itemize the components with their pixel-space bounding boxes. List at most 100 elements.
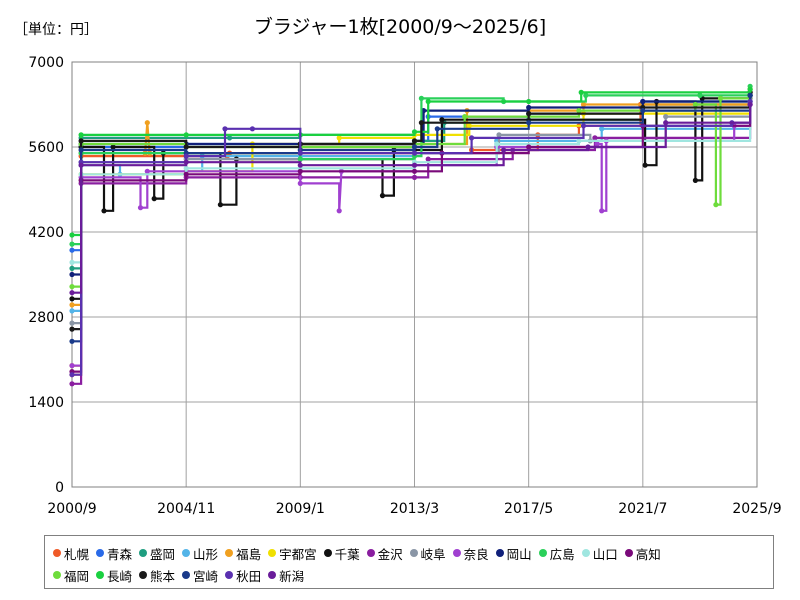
data-point [69,326,75,332]
data-point [69,338,75,344]
x-tick-label: 2009/1 [276,501,325,517]
data-point [466,123,472,129]
data-point [526,111,532,117]
legend-marker [268,571,277,579]
y-tick-label: 0 [55,480,64,496]
legend-label: 岡山 [506,546,532,562]
legend-item: 熊本 [139,566,175,585]
legend-item: 福島 [225,544,261,563]
data-point [411,144,418,150]
legend-item: 青森 [96,544,132,563]
legend-item: 盛岡 [139,544,175,563]
data-point [222,126,228,132]
legend-label: 山口 [592,546,618,562]
data-point [496,132,502,138]
data-point [411,150,418,156]
legend-item: 岡山 [495,544,532,563]
data-point [585,144,591,150]
data-point [297,150,303,156]
y-tick-label: 2800 [28,310,64,326]
data-point [69,271,75,278]
legend-label: 札幌 [64,546,90,562]
legend-label: 福島 [236,546,262,562]
legend-label: 福岡 [64,568,90,584]
data-point [501,147,507,153]
chart-title: ブラジャー1枚[2000/9〜2025/6] [253,16,547,38]
data-point [69,302,75,308]
data-point [599,126,605,132]
data-point [526,144,532,150]
data-point [439,117,445,123]
data-point [137,205,144,211]
legend-marker [182,571,191,579]
data-point [336,135,342,141]
legend-label: 千葉 [334,546,360,562]
data-point [592,135,598,141]
data-point [692,177,699,183]
data-point [692,101,699,108]
data-point [69,241,75,247]
data-point [663,114,669,120]
data-point [747,86,753,92]
x-tick-label: 2004/11 [157,501,215,517]
data-point [144,168,150,174]
legend-marker [268,549,277,557]
data-point [144,120,150,126]
data-point [110,144,116,150]
data-point [580,123,587,129]
data-point [411,162,418,168]
legend-item: 山口 [581,544,618,563]
data-point [434,126,440,132]
series-line [72,86,752,246]
legend-marker [225,549,234,557]
data-point [183,132,189,138]
legend-label: 青森 [107,546,133,562]
legend-marker [96,549,105,557]
x-tick-label: 2021/7 [618,501,667,517]
data-point [747,101,753,108]
legend-marker [139,549,148,557]
legend-marker [96,571,105,579]
legend-label: 金沢 [377,546,403,562]
data-point [526,104,532,111]
data-point [411,138,418,144]
data-point [69,259,75,265]
data-point [217,202,223,208]
data-point [69,363,75,369]
data-point [69,320,75,326]
legend-label: 山形 [193,546,219,562]
data-point [336,208,342,214]
data-point [411,174,418,180]
data-point [418,120,424,126]
data-point [69,290,75,296]
data-point [425,156,431,162]
legend-label: 秋田 [236,568,262,584]
data-point [69,247,75,253]
data-point [594,141,600,147]
legend-item: 宮崎 [182,566,218,585]
data-point [297,168,303,174]
data-point [418,95,424,101]
legend-marker [495,549,504,557]
y-tick-label: 5600 [28,140,64,156]
data-point [583,92,589,98]
legend-item: 山形 [182,544,218,563]
data-point [183,165,189,171]
y-tick-label: 7000 [28,55,64,71]
unit-label: ［単位：円］ [14,22,98,38]
legend-row: 札幌 青森 盛岡 山形 福島 宇都宮 千葉 金沢 岐阜 奈良 岡山 広島 山口 高知 [53,542,773,564]
legend-label: 長崎 [107,568,133,584]
legend-row: 福岡 長崎 熊本 宮崎 秋田 新潟 [53,564,773,586]
data-point [249,126,255,132]
data-point [101,208,107,214]
legend-marker [581,549,590,557]
data-point [183,171,189,177]
legend-marker [409,549,418,557]
x-tick-label: 2013/3 [390,501,439,517]
data-point [462,114,468,120]
legend-label: 宮崎 [193,568,219,584]
legend-label: 盛岡 [150,546,176,562]
data-point [69,284,75,290]
series-line [72,104,752,373]
